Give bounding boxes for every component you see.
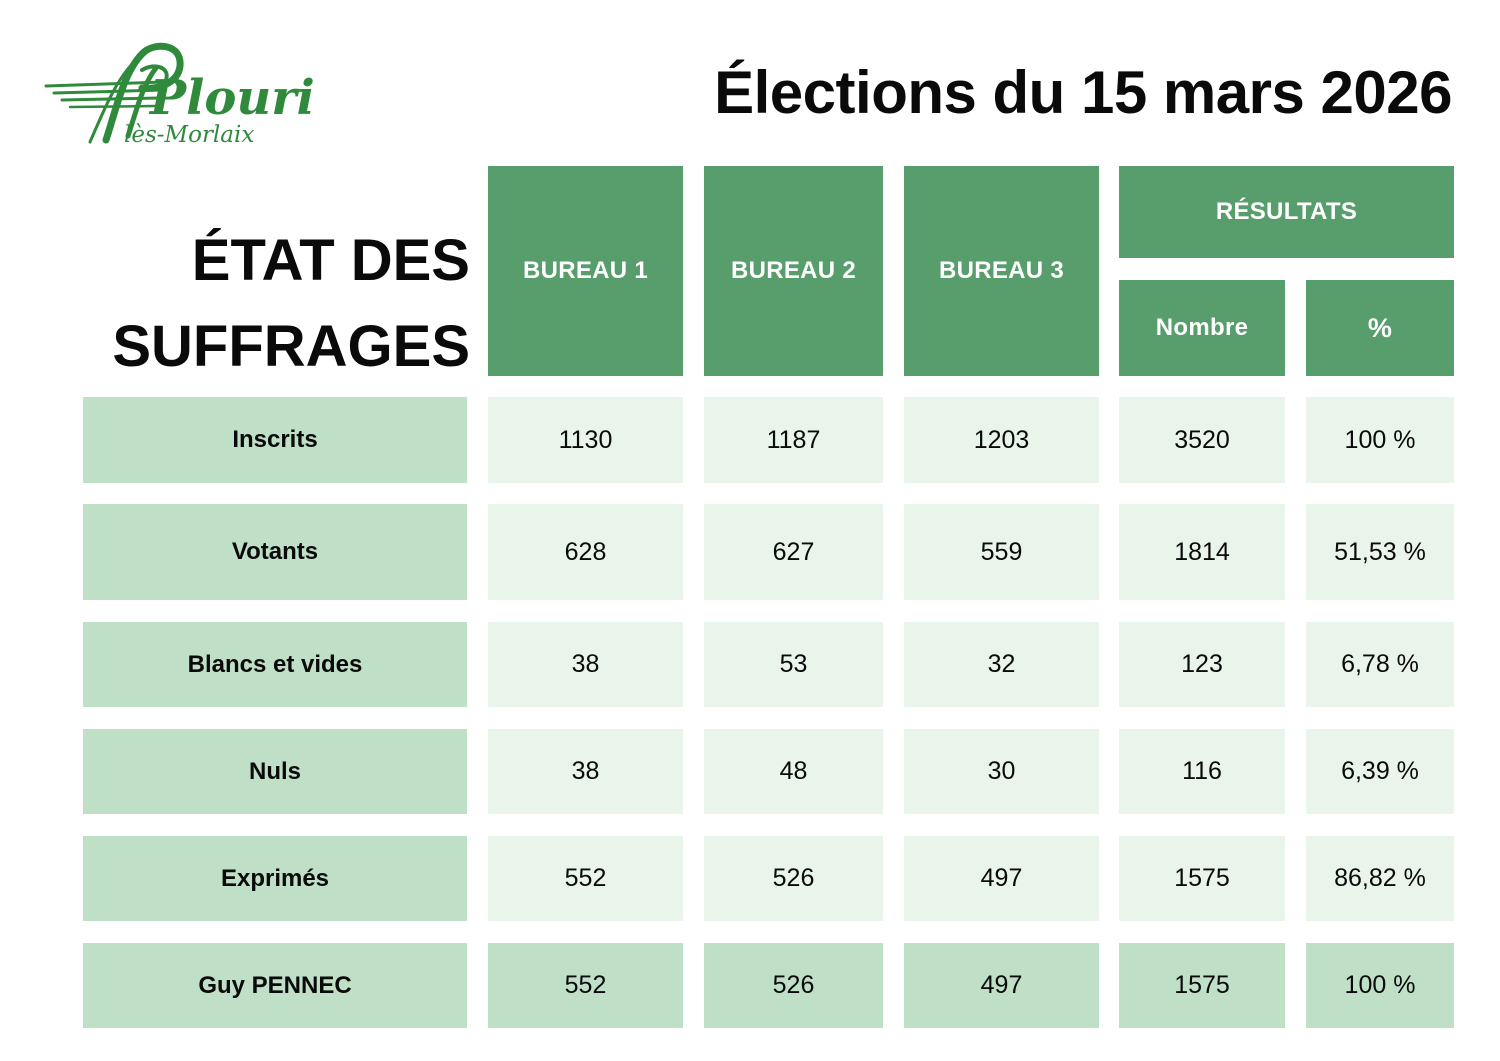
header-bureau-2: BUREAU 2: [704, 166, 883, 376]
cell-exprimes-nombre: 1575: [1119, 836, 1285, 921]
cell-exprimes-bureau-2: 526: [704, 836, 883, 921]
cell-inscrits-nombre: 3520: [1119, 397, 1285, 483]
header-bureau-3: BUREAU 3: [904, 166, 1099, 376]
cell-nuls-bureau-2: 48: [704, 729, 883, 814]
cell-exprimes-bureau-1: 552: [488, 836, 683, 921]
row-label-candidate: Guy PENNEC: [83, 943, 467, 1028]
cell-candidate-bureau-3: 497: [904, 943, 1099, 1028]
logo-name: Plourin: [148, 70, 314, 126]
section-title-line2: SUFFRAGES: [112, 314, 470, 379]
cell-candidate-bureau-2: 526: [704, 943, 883, 1028]
cell-blancs-percent: 6,78 %: [1306, 622, 1454, 707]
cell-inscrits-percent: 100 %: [1306, 397, 1454, 483]
row-label-exprimes: Exprimés: [83, 836, 467, 921]
cell-votants-bureau-2: 627: [704, 504, 883, 600]
cell-exprimes-percent: 86,82 %: [1306, 836, 1454, 921]
header-nombre: Nombre: [1119, 280, 1285, 376]
cell-nuls-nombre: 116: [1119, 729, 1285, 814]
page-title: Élections du 15 mars 2026: [714, 59, 1452, 126]
cell-nuls-percent: 6,39 %: [1306, 729, 1454, 814]
cell-blancs-bureau-2: 53: [704, 622, 883, 707]
cell-votants-bureau-1: 628: [488, 504, 683, 600]
cell-inscrits-bureau-1: 1130: [488, 397, 683, 483]
cell-blancs-nombre: 123: [1119, 622, 1285, 707]
cell-exprimes-bureau-3: 497: [904, 836, 1099, 921]
plourin-logo: Plourin lès-Morlaix: [44, 40, 350, 152]
cell-nuls-bureau-3: 30: [904, 729, 1099, 814]
logo-subtitle: lès-Morlaix: [124, 122, 254, 148]
cell-candidate-percent: 100 %: [1306, 943, 1454, 1028]
cell-votants-percent: 51,53 %: [1306, 504, 1454, 600]
header-percent: %: [1306, 280, 1454, 376]
cell-candidate-bureau-1: 552: [488, 943, 683, 1028]
row-label-blancs-et-vides: Blancs et vides: [83, 622, 467, 707]
cell-blancs-bureau-3: 32: [904, 622, 1099, 707]
cell-inscrits-bureau-2: 1187: [704, 397, 883, 483]
section-title: ÉTAT DES SUFFRAGES: [112, 218, 470, 390]
row-label-votants: Votants: [83, 504, 467, 600]
header-resultats: RÉSULTATS: [1119, 166, 1454, 258]
section-title-line1: ÉTAT DES: [191, 228, 470, 293]
cell-votants-bureau-3: 559: [904, 504, 1099, 600]
row-label-inscrits: Inscrits: [83, 397, 467, 483]
cell-blancs-bureau-1: 38: [488, 622, 683, 707]
header-bureau-1: BUREAU 1: [488, 166, 683, 376]
cell-inscrits-bureau-3: 1203: [904, 397, 1099, 483]
cell-votants-nombre: 1814: [1119, 504, 1285, 600]
row-label-nuls: Nuls: [83, 729, 467, 814]
cell-nuls-bureau-1: 38: [488, 729, 683, 814]
cell-candidate-nombre: 1575: [1119, 943, 1285, 1028]
